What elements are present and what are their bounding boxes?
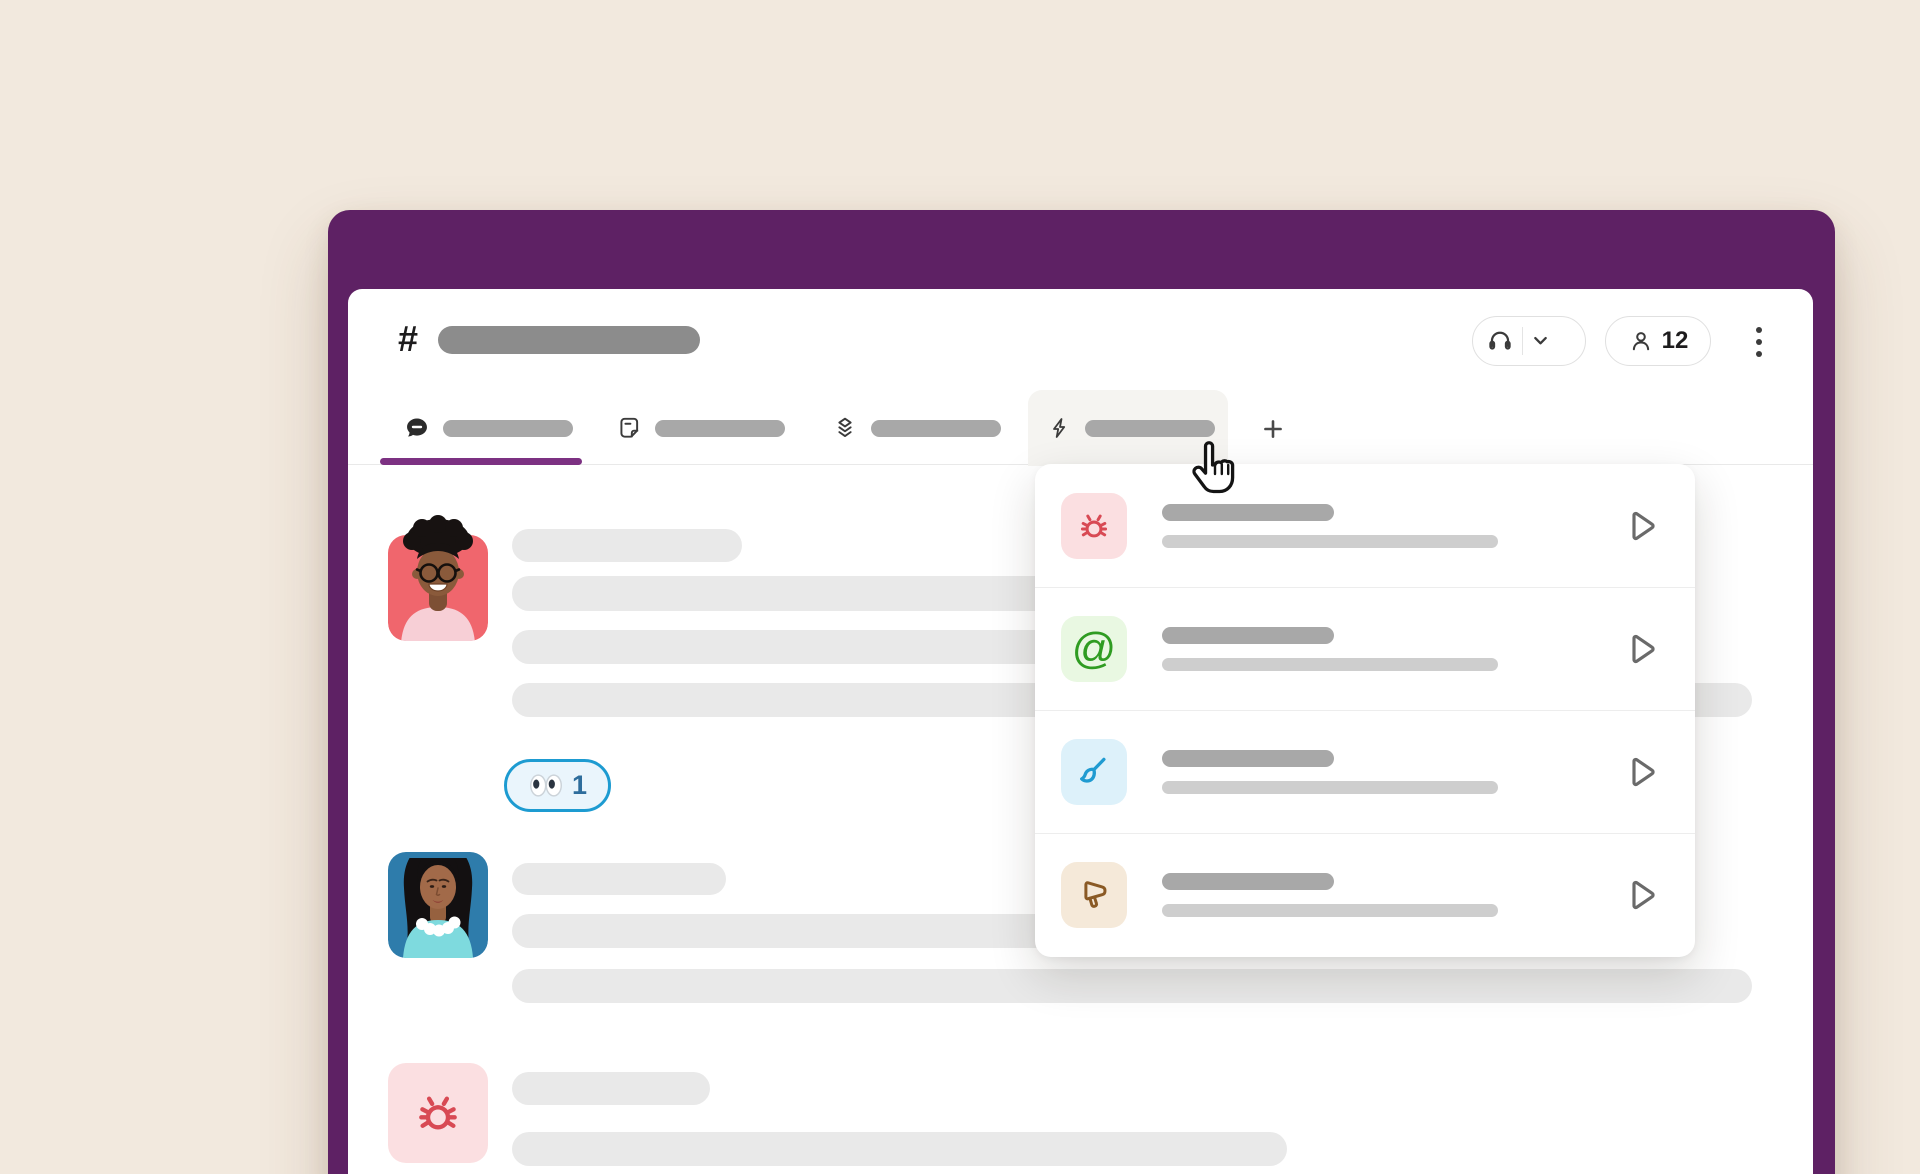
workflow-subtitle-placeholder — [1162, 781, 1498, 794]
plus-icon — [1264, 420, 1282, 438]
workflow-title-placeholder — [1162, 873, 1334, 890]
workflow-title-placeholder — [1162, 627, 1334, 644]
avatar-man-with-glasses[interactable] — [388, 515, 488, 641]
bug-icon — [419, 1096, 457, 1130]
add-tab-button[interactable] — [1254, 410, 1292, 448]
avatar-bug-bot[interactable] — [388, 1063, 488, 1163]
message-skeleton-line — [512, 1132, 1287, 1166]
bug-icon — [1080, 514, 1108, 537]
kebab-menu-icon — [1756, 327, 1762, 333]
reaction-pill[interactable]: 1 — [504, 759, 611, 812]
message-skeleton-line — [512, 969, 1752, 1003]
workflow-tile — [1061, 492, 1127, 559]
tab-messages-label-placeholder — [443, 419, 573, 437]
person-icon — [1632, 332, 1649, 351]
workflow-tile: @ — [1061, 616, 1127, 682]
tab-canvas[interactable] — [616, 392, 785, 464]
layers-icon — [838, 417, 852, 437]
app-window: # 12 — [328, 210, 1835, 1174]
channel-panel: # 12 — [348, 289, 1813, 1174]
man-with-glasses-illustration — [388, 515, 488, 641]
members-count: 12 — [1661, 327, 1689, 354]
members-button[interactable]: 12 — [1605, 316, 1711, 366]
workflow-item-paintbrush[interactable] — [1035, 710, 1695, 833]
tab-workflows[interactable] — [1048, 392, 1215, 464]
workflow-text-placeholders — [1162, 873, 1619, 917]
chevron-down-icon[interactable] — [1533, 336, 1548, 346]
tab-stacks-label-placeholder — [871, 419, 1001, 437]
play-icon[interactable] — [1619, 629, 1659, 669]
workflow-subtitle-placeholder — [1162, 534, 1498, 548]
tab-stacks[interactable] — [832, 392, 1001, 464]
tab-messages[interactable] — [404, 392, 573, 464]
workflow-menu: @ — [1035, 464, 1695, 957]
play-icon[interactable] — [1619, 875, 1659, 915]
message-skeleton-line — [512, 1072, 710, 1105]
workflow-text-placeholders — [1162, 750, 1619, 794]
workflow-text-placeholders — [1162, 503, 1619, 548]
mention-icon: @ — [1071, 624, 1117, 673]
eyes-emoji — [529, 774, 562, 797]
workflow-item-mention[interactable]: @ — [1035, 587, 1695, 710]
play-icon[interactable] — [1619, 506, 1659, 546]
tab-canvas-label-placeholder — [655, 419, 785, 437]
workflow-subtitle-placeholder — [1162, 904, 1498, 917]
huddle-divider — [1522, 327, 1523, 355]
paintbrush-icon — [1080, 757, 1106, 783]
workflow-tile — [1061, 739, 1127, 805]
lightning-bolt-icon — [1053, 418, 1066, 438]
canvas-icon — [620, 417, 639, 438]
workflow-item-bug[interactable] — [1035, 464, 1695, 587]
channel-name-placeholder — [438, 326, 700, 354]
workflow-subtitle-placeholder — [1162, 658, 1498, 671]
message-skeleton-line — [512, 529, 742, 562]
channel-tabbar — [348, 390, 1813, 466]
play-icon[interactable] — [1619, 752, 1659, 792]
reaction-count: 1 — [571, 770, 588, 800]
workflow-tile — [1061, 862, 1127, 928]
headphones-icon — [1489, 331, 1511, 350]
workflow-title-placeholder — [1162, 750, 1334, 767]
message-skeleton-line — [512, 863, 726, 895]
channel-hash: # — [398, 318, 419, 359]
megaphone-icon — [1084, 881, 1107, 908]
active-tab-underline — [380, 458, 582, 465]
channel-header: # 12 — [348, 289, 1813, 392]
huddle-button[interactable] — [1472, 316, 1586, 366]
more-actions-button[interactable] — [1748, 322, 1770, 362]
chat-bubble-icon — [407, 418, 427, 437]
woman-dark-hair-illustration — [388, 858, 488, 958]
workflow-title-placeholder — [1162, 503, 1334, 521]
workflow-item-megaphone[interactable] — [1035, 833, 1695, 956]
tab-workflows-label-placeholder — [1085, 419, 1215, 437]
workflow-text-placeholders — [1162, 627, 1619, 671]
avatar-woman-dark-hair[interactable] — [388, 852, 488, 958]
